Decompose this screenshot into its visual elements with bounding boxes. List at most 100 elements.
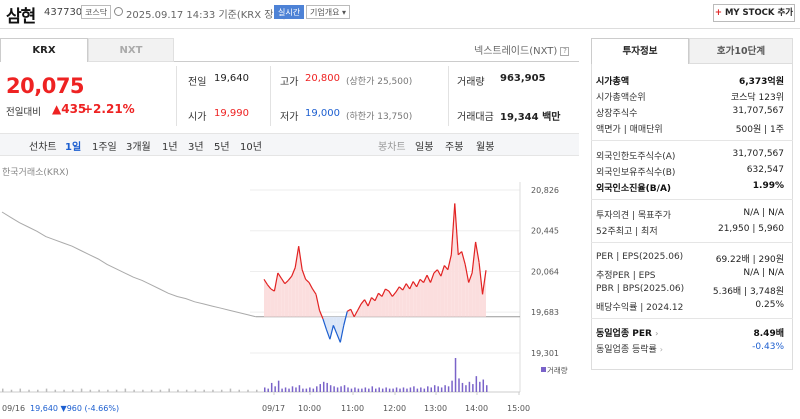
area-segment <box>371 297 375 317</box>
y-tick-label: 20,445 <box>531 227 559 236</box>
volume-bar <box>472 384 474 392</box>
volume-bar <box>340 386 342 392</box>
line-segment <box>412 281 418 288</box>
period-1d[interactable]: 1일 <box>65 142 82 153</box>
area-segment <box>420 279 424 317</box>
low-value: 19,000 <box>305 108 340 119</box>
up-arrow-icon: ▲ <box>52 102 62 116</box>
line-segment <box>416 279 421 288</box>
line-segment <box>350 309 355 318</box>
area-segment <box>291 267 296 317</box>
volume-bar <box>256 389 258 392</box>
volume-bar <box>326 382 328 392</box>
line-segment <box>374 292 380 301</box>
volume-bar <box>295 387 297 392</box>
tab-krx[interactable]: KRX <box>0 38 88 62</box>
line-segment <box>471 241 477 274</box>
line-segment <box>478 262 484 295</box>
area-segment <box>416 279 421 317</box>
area-segment <box>368 297 372 317</box>
prev-day-date: 09/16 <box>2 404 25 413</box>
divider <box>591 199 793 200</box>
realtime-button[interactable]: 실시간 <box>274 5 305 19</box>
prev-close-value: 19,640 <box>214 73 249 84</box>
period-5y[interactable]: 5년 <box>214 142 230 153</box>
row-sector-change[interactable]: 동일업종 등락률 › -0.43% <box>596 342 784 355</box>
area-segment <box>267 284 271 317</box>
row-par-value: 액면가 | 매매단위 500원 | 1주 <box>596 125 784 135</box>
volume-bar <box>479 381 481 392</box>
line-segment <box>443 265 449 271</box>
high-value: 20,800 <box>305 73 340 84</box>
volume-bar <box>298 385 301 392</box>
area-segment <box>399 286 403 317</box>
volume-bar <box>437 386 439 392</box>
nextrade-link[interactable]: 넥스트레이드(NXT) ? <box>474 42 570 57</box>
tab-orderbook[interactable]: 호가10단계 <box>689 38 793 64</box>
area-segment <box>437 269 441 317</box>
volume-bar <box>238 389 240 392</box>
row-sector-per[interactable]: 동일업종 PER › 8.49배 <box>596 329 784 339</box>
line-segment <box>461 251 466 265</box>
volume-bar <box>402 387 405 392</box>
period-1y[interactable]: 1년 <box>162 142 178 153</box>
volume-bar <box>247 389 249 392</box>
volume-bar <box>371 386 374 392</box>
volume-bar <box>150 389 153 392</box>
tab-nxt[interactable]: NXT <box>88 38 174 62</box>
candle-monthly[interactable]: 월봉 <box>476 142 495 153</box>
line-segment <box>263 279 268 286</box>
volume-bar <box>461 382 464 392</box>
row-pbr-bps: PBR | BPS(2025.06) 5.36배 | 3,748원 <box>596 284 784 297</box>
volume-bar <box>440 387 443 392</box>
volume-bar <box>291 386 294 392</box>
area-segment <box>402 283 407 317</box>
area-segment <box>305 279 310 317</box>
area-segment <box>281 278 285 317</box>
volume-bar <box>451 380 453 392</box>
line-segment <box>409 281 414 290</box>
prev-close-label: 전일 <box>188 77 207 88</box>
add-mystock-button[interactable]: + MY STOCK 추가 <box>713 4 795 22</box>
period-3y[interactable]: 3년 <box>188 142 204 153</box>
area-segment <box>427 275 431 317</box>
volume-bar <box>98 389 100 392</box>
tab-invest-info[interactable]: 투자정보 <box>591 38 689 64</box>
line-segment <box>280 277 286 284</box>
volume-bar <box>45 388 48 392</box>
line-segment <box>318 310 324 320</box>
area-segment <box>461 251 466 317</box>
volume-bar <box>475 376 478 392</box>
volume-bar <box>375 388 377 392</box>
volume-bar <box>378 387 380 392</box>
help-icon[interactable]: ? <box>560 46 570 56</box>
volume-bar <box>159 389 162 392</box>
candle-chart-label: 봉차트 <box>378 142 406 153</box>
line-segment <box>267 284 272 290</box>
area-segment <box>378 293 382 317</box>
divider <box>591 242 793 243</box>
candle-daily[interactable]: 일봉 <box>415 142 434 153</box>
period-3m[interactable]: 3개월 <box>126 142 151 153</box>
prev-day-summary: 19,640 ▼960 (-4.66%) <box>30 404 119 413</box>
volume-bar <box>329 385 332 392</box>
period-1w[interactable]: 1주일 <box>92 142 117 153</box>
candle-weekly[interactable]: 주봉 <box>445 142 464 153</box>
price-chart[interactable]: 한국거래소(KRX) 20,826 20,445 20,064 19,683 19,30… <box>0 160 580 419</box>
line-segment <box>429 272 435 283</box>
volume-bar <box>54 389 57 392</box>
line-segment <box>270 288 275 292</box>
line-segment <box>436 269 442 277</box>
line-segment <box>388 290 393 297</box>
stock-code: 437730 <box>44 7 83 18</box>
x-tick-label: 13:00 <box>424 404 447 413</box>
volume-bar <box>392 388 394 392</box>
company-overview-button[interactable]: 기업개요 ▾ <box>306 5 351 19</box>
volume-bar <box>347 387 349 392</box>
volume-bar <box>220 389 223 392</box>
x-tick-label: 14:00 <box>465 404 488 413</box>
period-10y[interactable]: 10년 <box>240 142 262 153</box>
x-tick-label: 11:00 <box>341 404 364 413</box>
volume-bar <box>454 358 457 392</box>
line-segment <box>454 203 459 255</box>
